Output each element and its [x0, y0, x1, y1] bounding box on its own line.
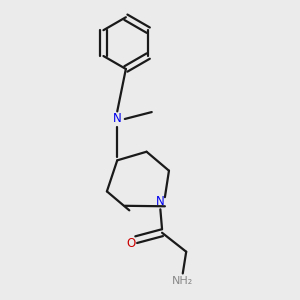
Text: N: N [156, 195, 165, 208]
Text: O: O [126, 237, 136, 250]
Text: NH₂: NH₂ [172, 276, 194, 286]
Text: N: N [113, 112, 122, 125]
